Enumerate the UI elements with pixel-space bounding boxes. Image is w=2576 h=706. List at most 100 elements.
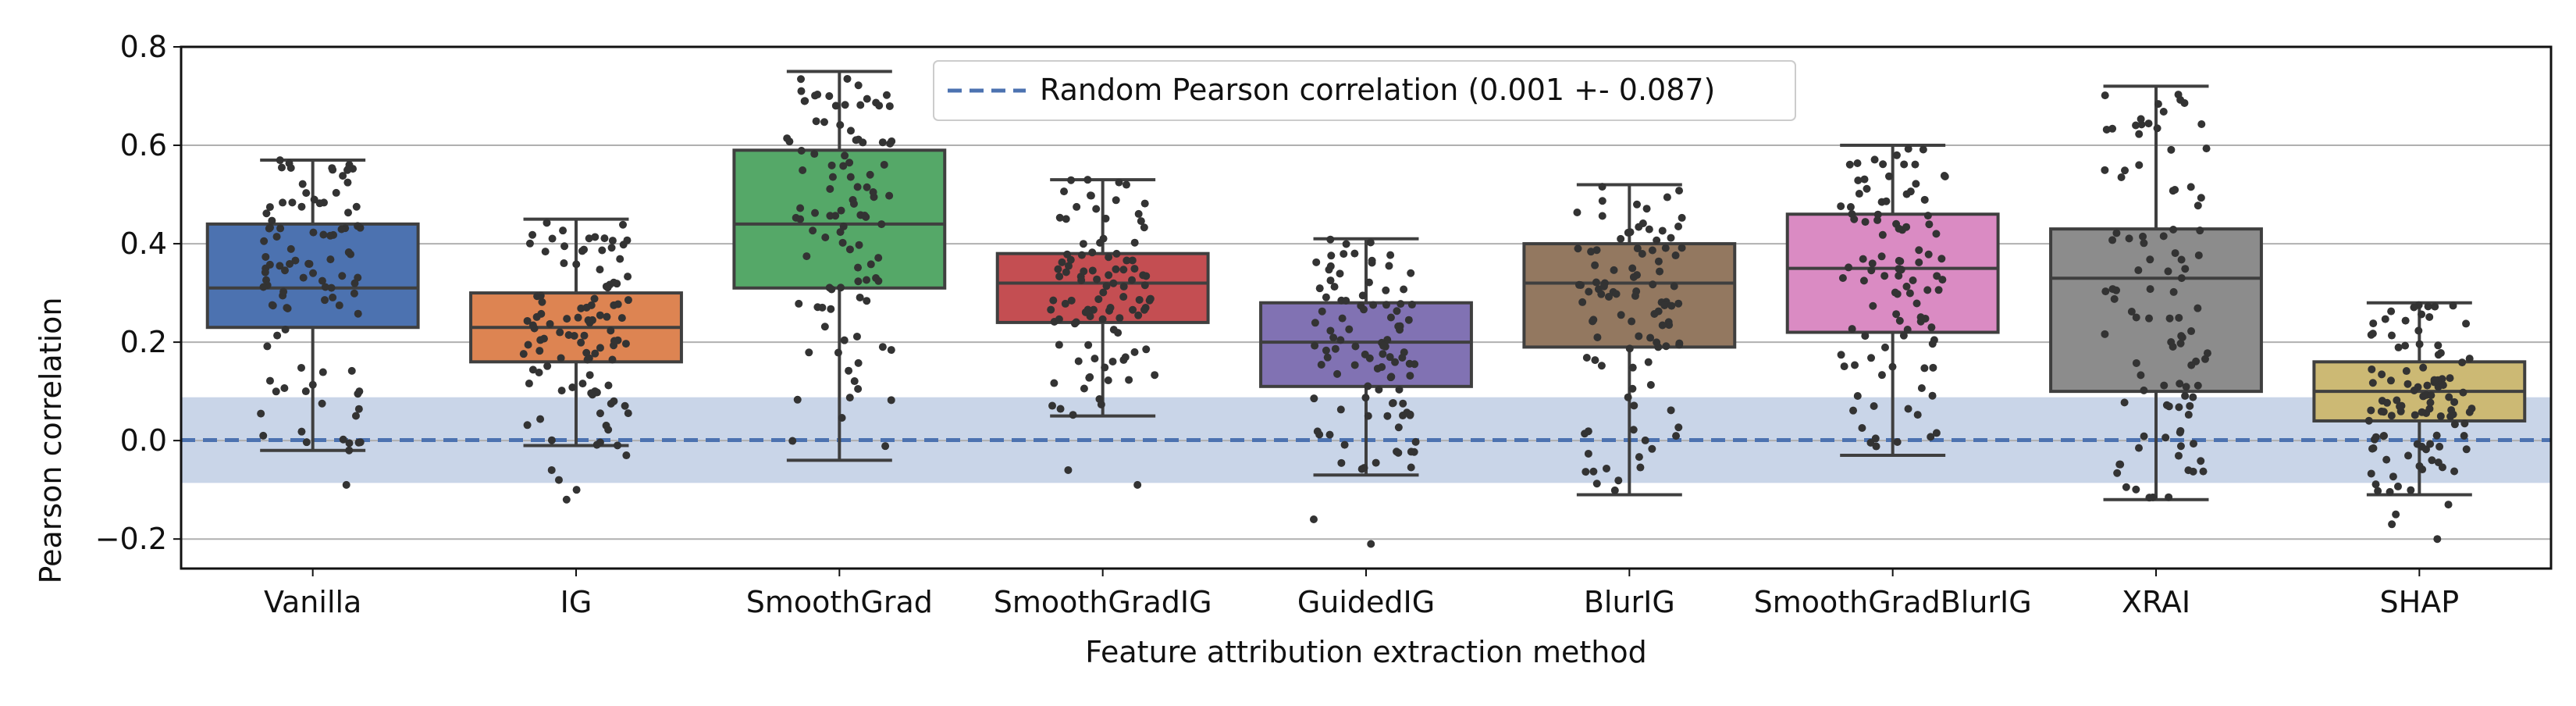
data-point xyxy=(1863,184,1871,193)
data-point xyxy=(802,252,811,261)
data-point xyxy=(263,342,272,351)
data-point xyxy=(332,188,340,197)
data-point xyxy=(1678,213,1686,222)
data-point xyxy=(1399,399,1407,408)
data-point xyxy=(1383,412,1392,420)
data-point xyxy=(799,166,807,175)
data-point xyxy=(2386,376,2395,385)
data-point xyxy=(1859,276,1868,285)
data-point xyxy=(288,198,297,207)
data-point xyxy=(2108,285,2117,294)
data-point xyxy=(1631,291,1639,300)
data-point xyxy=(1667,301,1676,310)
data-point xyxy=(602,282,610,291)
data-point xyxy=(1326,276,1335,285)
data-point xyxy=(2154,100,2162,109)
data-point xyxy=(2367,469,2375,478)
data-point xyxy=(580,331,589,340)
data-point xyxy=(262,252,270,261)
data-point xyxy=(1092,205,1101,213)
outlier-point xyxy=(1309,515,1318,523)
data-point xyxy=(1326,326,1335,335)
data-point xyxy=(854,263,863,272)
data-point xyxy=(878,343,887,351)
data-point xyxy=(598,246,607,255)
data-point xyxy=(1351,342,1360,351)
data-point xyxy=(1593,333,1602,341)
data-point xyxy=(1873,210,1882,219)
data-point xyxy=(277,163,286,172)
data-point xyxy=(619,220,628,229)
data-point xyxy=(1902,223,1911,231)
data-point xyxy=(1909,276,1917,284)
data-point xyxy=(1592,278,1600,287)
data-point xyxy=(820,118,828,127)
data-point xyxy=(1058,258,1066,266)
data-point xyxy=(1838,274,1847,283)
data-point xyxy=(1646,380,1655,389)
data-point xyxy=(841,101,849,109)
data-point xyxy=(2430,376,2439,384)
data-point xyxy=(838,413,846,422)
data-point xyxy=(2176,426,2185,435)
data-point xyxy=(1573,208,1582,216)
data-point xyxy=(1095,395,1104,404)
data-point xyxy=(523,421,532,430)
data-point xyxy=(845,245,854,254)
data-point xyxy=(1878,230,1887,239)
data-point xyxy=(2447,406,2456,415)
data-point xyxy=(1047,305,1055,314)
data-point xyxy=(1919,145,1927,154)
data-point xyxy=(1888,362,1897,371)
data-point xyxy=(2389,472,2397,481)
data-point xyxy=(1920,364,1929,373)
data-point xyxy=(1089,305,1098,314)
data-point xyxy=(1340,250,1348,259)
data-point xyxy=(1869,301,1877,310)
data-point xyxy=(624,273,632,281)
data-point xyxy=(1395,385,1404,394)
data-point xyxy=(859,138,867,147)
data-point xyxy=(1062,215,1070,223)
data-point xyxy=(2146,285,2154,294)
data-point xyxy=(2403,380,2412,388)
data-point xyxy=(610,278,618,287)
outlier-point xyxy=(554,476,563,484)
data-point xyxy=(1880,343,1889,351)
data-point xyxy=(1636,463,1645,472)
outlier-point xyxy=(547,465,556,474)
data-point xyxy=(1630,401,1638,410)
data-point xyxy=(607,244,616,252)
data-point xyxy=(866,170,874,179)
data-point xyxy=(1617,234,1625,243)
data-point xyxy=(525,380,533,388)
data-point xyxy=(525,239,534,248)
data-point xyxy=(1582,468,1590,476)
data-point xyxy=(321,296,329,305)
data-point xyxy=(1406,372,1414,380)
data-point xyxy=(1411,437,1420,446)
data-point xyxy=(2161,433,2170,442)
data-point xyxy=(2132,121,2140,130)
data-point xyxy=(1845,160,1854,169)
data-point xyxy=(1853,159,1862,168)
box-group xyxy=(732,70,947,462)
data-point xyxy=(1129,305,1137,314)
data-point xyxy=(796,215,805,223)
data-point xyxy=(1326,262,1335,270)
data-point xyxy=(1128,256,1137,265)
data-point xyxy=(1895,272,1903,280)
data-point xyxy=(845,366,853,375)
data-point xyxy=(286,163,295,172)
data-point xyxy=(1140,281,1149,290)
data-point xyxy=(877,220,886,229)
data-point xyxy=(283,305,292,313)
data-point xyxy=(1382,301,1390,309)
data-point xyxy=(1067,176,1076,184)
data-point xyxy=(839,162,848,170)
data-point xyxy=(1932,429,1941,437)
data-point xyxy=(1055,213,1064,222)
data-point xyxy=(2203,349,2211,358)
data-point xyxy=(1325,430,1334,439)
data-point xyxy=(1336,405,1345,414)
